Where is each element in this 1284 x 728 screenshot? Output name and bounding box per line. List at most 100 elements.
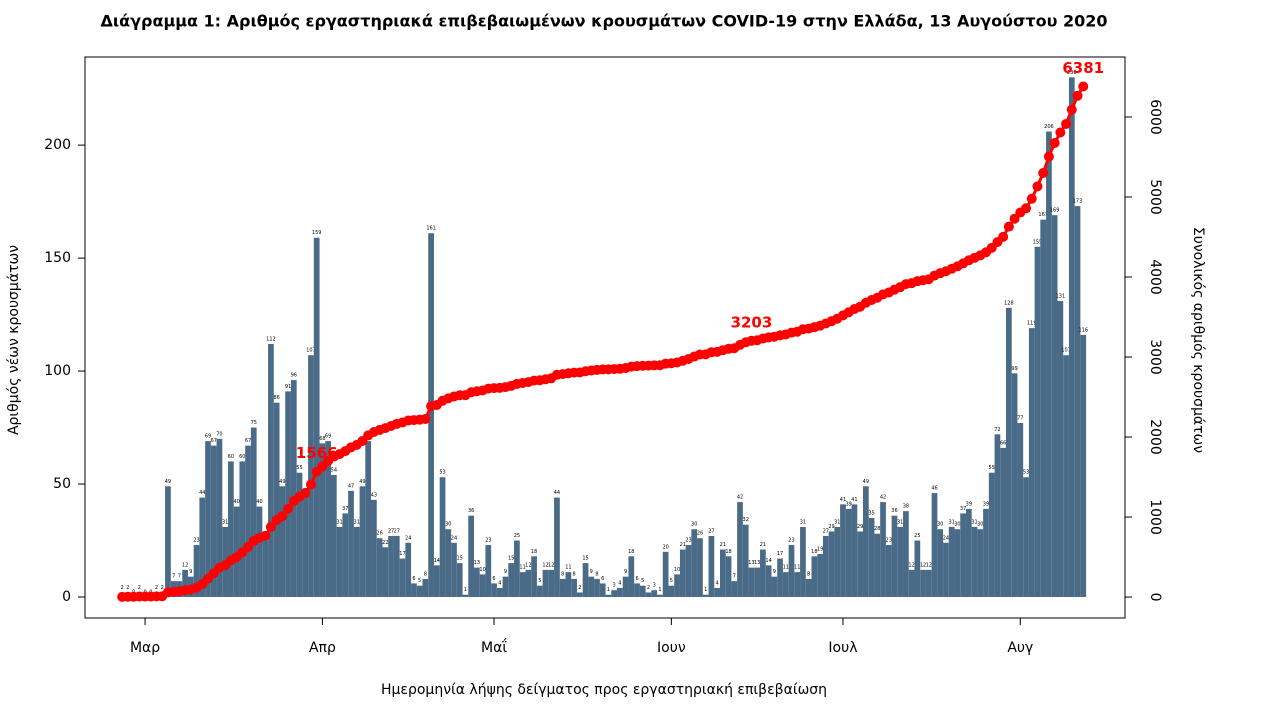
bar	[393, 535, 400, 597]
bar-label: 18	[628, 549, 634, 555]
bar-label: 26	[376, 531, 382, 537]
bar	[943, 542, 949, 597]
bar	[931, 493, 938, 597]
bar-label: 55	[989, 465, 995, 471]
bar	[462, 594, 469, 597]
bar-label: 25	[514, 533, 520, 539]
bar-label: 11	[783, 565, 789, 571]
bar	[668, 585, 675, 597]
chart-title: Διάγραμμα 1: Αριθμός εργαστηριακά επιβεβ…	[100, 12, 1107, 31]
bar-label: 23	[485, 538, 491, 544]
bar	[657, 594, 663, 597]
bar-label: 42	[880, 495, 886, 501]
bar	[582, 563, 589, 597]
bar-label: 2	[161, 585, 164, 591]
bar-label: 3	[653, 583, 656, 589]
bar-label: 60	[239, 454, 245, 460]
bar	[862, 486, 869, 597]
bar	[285, 391, 291, 597]
y-tick-label: 150	[44, 250, 71, 266]
y2-tick-label: 6000	[1147, 99, 1163, 135]
bar-label: 17	[777, 551, 783, 557]
bar	[439, 477, 446, 597]
cumulative-point	[420, 414, 431, 425]
bar	[611, 590, 618, 597]
bar-label: 13	[474, 560, 480, 566]
bar-label: 167	[1038, 212, 1048, 218]
bar-label: 44	[199, 490, 205, 496]
bar-label: 9	[504, 569, 507, 575]
bar	[880, 502, 886, 597]
bar-label: 70	[216, 431, 222, 437]
bar-label: 1	[658, 587, 661, 593]
bar	[348, 490, 354, 597]
bar-label: 119	[1027, 321, 1037, 327]
bar-label: 27	[388, 528, 394, 534]
bar	[725, 556, 732, 597]
bar	[1068, 77, 1075, 597]
bar-label: 22	[382, 540, 388, 546]
bar	[742, 524, 749, 597]
bar-label: 30	[937, 522, 943, 528]
bar	[428, 233, 434, 597]
bar	[1040, 219, 1047, 597]
bar	[760, 549, 766, 597]
bar-label: 27	[708, 528, 714, 534]
bar-label: 31	[222, 519, 228, 525]
bar	[1006, 307, 1012, 597]
bar	[308, 355, 314, 597]
y2-tick-label: 2000	[1147, 419, 1163, 455]
bar	[1074, 206, 1081, 597]
bar	[679, 549, 686, 597]
bar-label: 28	[874, 526, 880, 532]
bar-label: 91	[285, 384, 291, 390]
bar	[822, 535, 829, 597]
cumulative-point	[1043, 151, 1054, 162]
bar-label: 10	[479, 567, 485, 573]
bar	[811, 556, 818, 597]
cumulative-point	[1055, 127, 1066, 138]
bar	[908, 569, 915, 597]
bar	[737, 502, 743, 597]
bar	[353, 526, 360, 597]
cumulative-point	[260, 530, 271, 541]
bar	[1051, 215, 1058, 597]
bar-label: 5	[538, 578, 541, 584]
bar-label: 7	[733, 574, 736, 580]
bar-label: 99	[1011, 366, 1017, 372]
cumulative-point	[1038, 168, 1049, 179]
bar	[273, 402, 280, 597]
bar-label: 40	[256, 499, 262, 505]
x-tick-label: Ιουλ	[828, 640, 857, 656]
bar	[502, 576, 509, 597]
bar	[937, 529, 944, 597]
bar	[565, 572, 572, 597]
bar	[376, 538, 383, 597]
bar-label: 72	[994, 427, 1000, 433]
bar	[731, 581, 738, 597]
bar	[416, 585, 423, 597]
bar-label: 23	[685, 538, 691, 544]
annotation: 1566	[296, 444, 338, 462]
cumulative-point	[1032, 181, 1043, 192]
bar-label: 9	[590, 569, 593, 575]
bar-label: 35	[868, 510, 874, 516]
bar-label: 8	[807, 571, 810, 577]
bar-label: 1	[704, 587, 707, 593]
x-tick-label: Μαΐ	[481, 638, 507, 656]
bar-label: 26	[697, 531, 703, 537]
y2-tick-label: 3000	[1147, 339, 1163, 375]
bar	[485, 545, 492, 597]
bar-label: 8	[561, 571, 564, 577]
cumulative-point	[300, 488, 311, 499]
bar	[496, 587, 503, 597]
bar-label: 36	[468, 508, 474, 514]
cumulative-point	[1021, 203, 1032, 214]
bar	[479, 574, 486, 597]
bar	[771, 576, 778, 597]
bar-label: 37	[960, 506, 966, 512]
bar	[210, 445, 217, 597]
bar-label: 39	[846, 501, 852, 507]
